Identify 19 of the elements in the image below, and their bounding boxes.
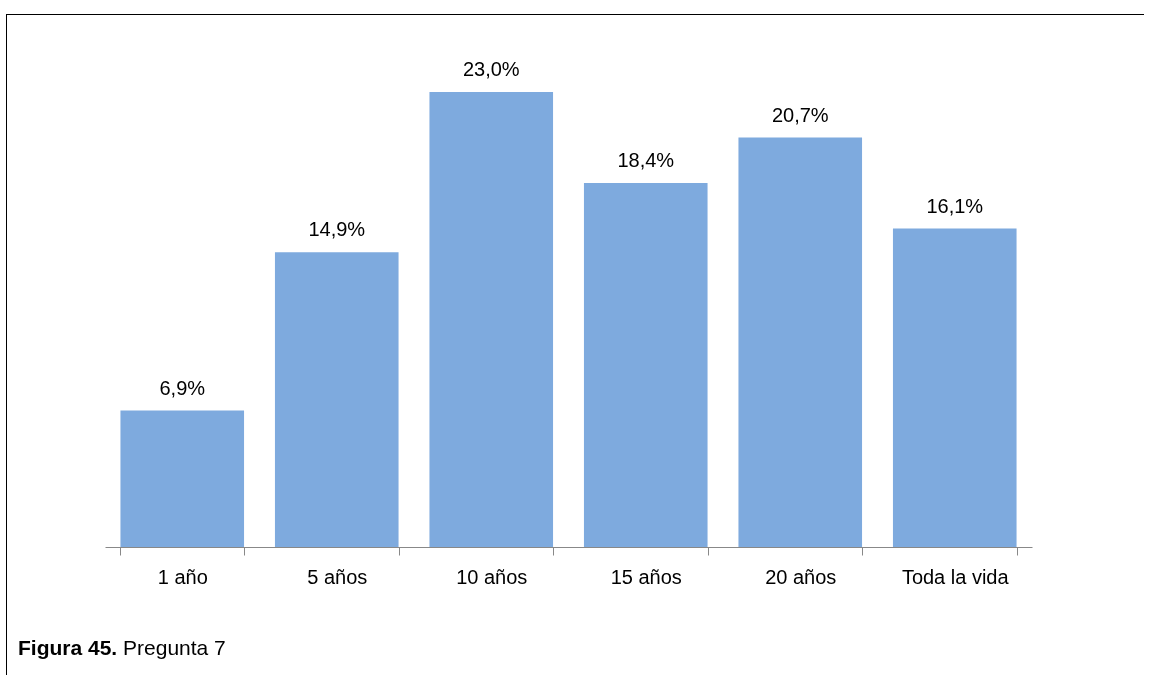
data-label: 16,1%	[926, 194, 984, 217]
bar	[738, 137, 863, 547]
data-label: 14,9%	[308, 218, 366, 241]
x-tick-label: Toda la vida	[901, 565, 1010, 588]
x-tick-label: 10 años	[456, 565, 528, 588]
bar	[274, 252, 399, 547]
data-label: 18,4%	[617, 149, 675, 171]
x-tick-label: 15 años	[610, 565, 682, 588]
x-tick-label: 1 año	[157, 565, 208, 588]
bar	[892, 228, 1017, 547]
text: Figura 45. Pregunta 7	[18, 636, 226, 660]
data-label: 23,0%	[462, 58, 520, 80]
bar	[120, 410, 245, 547]
data-label: 20,7%	[771, 103, 829, 126]
data-label: 6,9%	[159, 376, 206, 399]
bar	[583, 183, 708, 547]
x-tick-label: 20 años	[765, 565, 837, 588]
x-tick-label: 5 años	[307, 565, 368, 588]
bar	[429, 92, 554, 547]
